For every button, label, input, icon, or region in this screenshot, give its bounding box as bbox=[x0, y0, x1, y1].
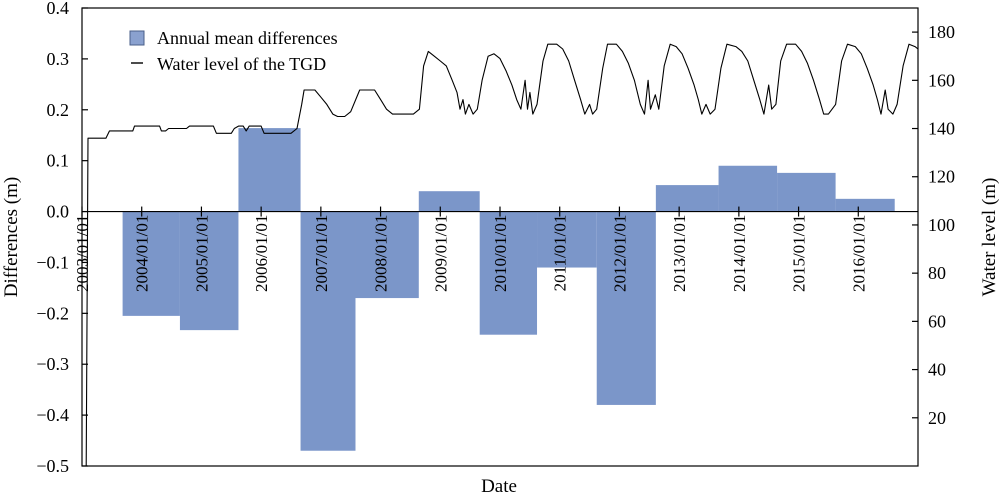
plot-frame bbox=[81, 7, 919, 467]
right-tick-label: 160 bbox=[928, 70, 955, 90]
right-axis-ticks: 180 160 140 120 100 80 60 40 20 bbox=[912, 22, 955, 428]
x-axis-title: Date bbox=[481, 476, 517, 494]
left-tick-label: −0.5 bbox=[36, 456, 69, 476]
right-tick-label: 40 bbox=[928, 360, 946, 380]
bar-6 bbox=[479, 211, 538, 335]
date-tick-label: 2012/01/01 bbox=[610, 215, 629, 292]
legend-bars-label: Annual mean differences bbox=[157, 28, 338, 48]
right-tick-label: 100 bbox=[928, 215, 955, 235]
right-tick-label: 180 bbox=[928, 22, 955, 42]
legend-line-label: Water level of the TGD bbox=[157, 54, 326, 74]
right-axis-title: Water level (m) bbox=[979, 178, 1000, 297]
water-level-line bbox=[82, 43, 919, 467]
legend-bar-swatch bbox=[129, 30, 145, 46]
left-axis-title: Differences (m) bbox=[1, 177, 22, 297]
right-tick-label: 80 bbox=[928, 263, 946, 283]
right-tick-label: 20 bbox=[928, 408, 946, 428]
date-tick-label: 2010/01/01 bbox=[491, 215, 510, 292]
left-tick-label: −0.1 bbox=[36, 252, 69, 272]
left-tick-label: 0.2 bbox=[47, 100, 70, 120]
water-level-line-layer bbox=[82, 43, 919, 467]
bar-10 bbox=[718, 165, 778, 212]
bar-12 bbox=[835, 198, 895, 212]
bar-1 bbox=[179, 211, 239, 331]
bar-9 bbox=[655, 185, 719, 212]
left-tick-label: −0.4 bbox=[36, 405, 69, 425]
left-axis-ticks: 0.4 0.3 0.2 0.1 0.0 −0.1 −0.2 −0.3 −0.4 −0.5 bbox=[36, 0, 88, 476]
bar-11 bbox=[777, 172, 836, 212]
left-tick-label: 0.0 bbox=[47, 202, 70, 222]
bar-2 bbox=[238, 128, 301, 212]
axes-layer bbox=[81, 7, 919, 467]
date-tick-label: 2009/01/01 bbox=[431, 215, 450, 292]
bar-3 bbox=[300, 211, 356, 451]
right-tick-label: 120 bbox=[928, 167, 955, 187]
bar-8 bbox=[596, 211, 656, 405]
legend: Annual mean differences Water level of t… bbox=[129, 28, 338, 74]
date-tick-label: 2013/01/01 bbox=[670, 215, 689, 292]
left-tick-label: −0.2 bbox=[36, 303, 69, 323]
left-tick-label: 0.1 bbox=[47, 151, 70, 171]
date-tick-label: 2007/01/01 bbox=[312, 215, 331, 292]
bar-7 bbox=[537, 211, 597, 268]
left-tick-label: −0.3 bbox=[36, 354, 69, 374]
date-tick-label: 2003/01/01 bbox=[73, 215, 92, 292]
bar-4 bbox=[355, 211, 419, 299]
right-tick-label: 140 bbox=[928, 119, 955, 139]
bar-5 bbox=[418, 191, 480, 212]
date-tick-label: 2006/01/01 bbox=[252, 215, 271, 292]
left-tick-label: 0.4 bbox=[47, 0, 70, 18]
bars-layer bbox=[122, 128, 895, 451]
date-tick-label: 2014/01/01 bbox=[730, 215, 749, 292]
date-tick-label: 2011/01/01 bbox=[551, 215, 570, 292]
date-tick-label: 2016/01/01 bbox=[849, 215, 868, 292]
date-tick-label: 2008/01/01 bbox=[372, 215, 391, 292]
left-tick-label: 0.3 bbox=[47, 49, 70, 69]
date-tick-label: 2015/01/01 bbox=[790, 215, 809, 292]
right-tick-label: 60 bbox=[928, 311, 946, 331]
date-axis-ticks: 2003/01/01 2004/01/01 2005/01/01 2006/01/01… bbox=[73, 206, 868, 292]
bar-0 bbox=[122, 211, 180, 316]
date-tick-label: 2005/01/01 bbox=[192, 215, 211, 292]
date-tick-label: 2004/01/01 bbox=[133, 215, 152, 292]
